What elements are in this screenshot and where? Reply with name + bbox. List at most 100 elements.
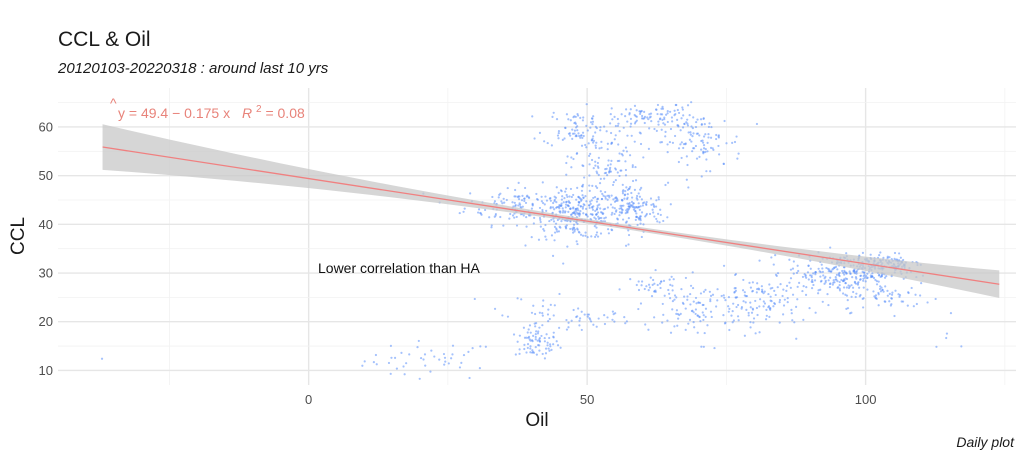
data-point — [662, 122, 665, 125]
data-point — [577, 230, 580, 233]
data-point — [577, 200, 580, 204]
data-point — [544, 352, 548, 355]
data-point — [532, 304, 535, 307]
data-point — [547, 347, 550, 350]
data-point — [893, 314, 896, 318]
data-point — [686, 118, 689, 121]
data-point — [682, 114, 685, 117]
data-point — [691, 127, 694, 130]
data-point — [755, 122, 759, 126]
data-point — [642, 156, 645, 159]
data-point — [748, 281, 751, 284]
data-point — [703, 331, 706, 335]
data-point — [605, 130, 608, 133]
data-point — [789, 277, 793, 280]
data-point — [591, 122, 594, 126]
data-point — [533, 137, 536, 140]
data-point — [588, 206, 591, 210]
data-point — [556, 344, 560, 347]
data-point — [570, 156, 573, 159]
data-point — [635, 119, 638, 122]
data-point — [403, 373, 406, 376]
data-point — [541, 208, 544, 212]
data-point — [633, 140, 636, 143]
data-point — [778, 301, 781, 304]
data-point — [635, 115, 638, 118]
data-point — [579, 136, 582, 139]
data-point — [715, 137, 718, 141]
data-point — [740, 305, 744, 309]
data-point — [834, 275, 837, 279]
data-point — [530, 236, 533, 239]
data-point — [915, 302, 918, 306]
data-point — [613, 320, 616, 323]
data-point — [879, 251, 882, 254]
data-point — [901, 300, 905, 303]
data-point — [696, 118, 699, 121]
data-point — [541, 305, 545, 308]
data-point — [898, 295, 901, 298]
data-point — [631, 165, 634, 169]
data-point — [624, 115, 627, 118]
data-point — [631, 196, 634, 199]
data-point — [458, 211, 461, 215]
data-point — [538, 337, 541, 340]
chart-caption: Daily plot — [956, 434, 1014, 450]
data-point — [611, 206, 614, 209]
data-point — [574, 122, 577, 125]
data-point — [591, 208, 595, 211]
data-point — [628, 201, 631, 205]
data-point — [607, 159, 610, 162]
data-point — [695, 120, 698, 124]
data-point — [663, 116, 666, 119]
data-point — [610, 159, 613, 162]
data-point — [630, 191, 633, 195]
data-point — [548, 349, 551, 352]
data-point — [703, 122, 706, 126]
data-point — [599, 126, 602, 129]
data-point — [585, 200, 588, 203]
data-point — [704, 307, 708, 310]
data-point — [593, 216, 596, 219]
data-point — [949, 312, 953, 315]
data-point — [529, 351, 532, 354]
data-point — [400, 351, 403, 354]
data-point — [567, 210, 570, 214]
data-point — [669, 110, 672, 113]
y-tick-label: 50 — [39, 168, 53, 183]
data-point — [540, 195, 543, 198]
data-point — [594, 235, 597, 238]
data-point — [579, 199, 583, 202]
data-point — [709, 298, 712, 301]
data-point — [543, 203, 546, 206]
data-point — [571, 128, 574, 131]
data-point — [565, 113, 569, 116]
data-point — [402, 365, 405, 368]
data-point — [609, 113, 612, 116]
data-point — [666, 319, 669, 322]
data-point — [677, 160, 680, 164]
data-point — [581, 119, 585, 122]
data-point — [564, 210, 567, 213]
data-point — [550, 234, 554, 237]
data-point — [888, 292, 891, 295]
data-point — [624, 190, 627, 193]
data-point — [700, 123, 703, 126]
data-point — [890, 293, 894, 296]
data-point — [557, 191, 560, 194]
data-point — [866, 272, 869, 275]
data-point — [764, 318, 768, 321]
data-point — [647, 147, 650, 150]
data-point — [595, 213, 598, 216]
data-point — [691, 150, 694, 153]
data-point — [749, 301, 752, 304]
data-point — [709, 170, 712, 173]
data-point — [526, 346, 529, 350]
data-point — [572, 226, 575, 229]
data-point — [804, 275, 807, 278]
data-point — [820, 263, 823, 266]
data-point — [525, 216, 528, 219]
data-point — [709, 146, 713, 149]
data-point — [575, 135, 578, 138]
data-point — [545, 238, 548, 241]
